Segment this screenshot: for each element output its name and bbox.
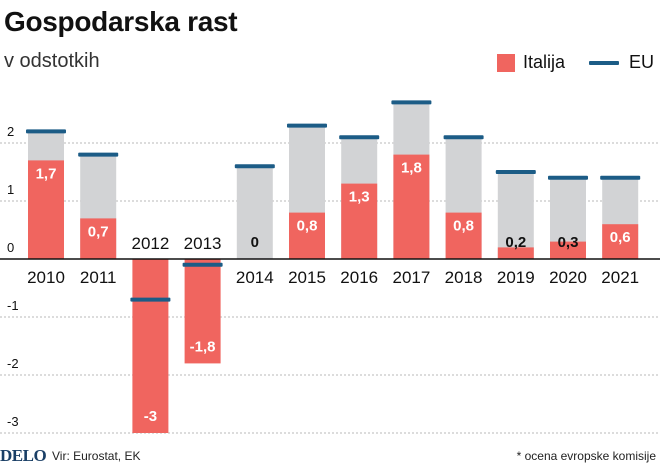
y-tick-label: 2 — [7, 124, 14, 139]
x-tick-label: 2019 — [497, 268, 535, 287]
y-tick-label: 0 — [7, 240, 14, 255]
italy-value-label: 0,6 — [610, 229, 631, 246]
x-tick-label: 2014 — [236, 268, 274, 287]
italy-bar — [184, 259, 221, 364]
eu-marker — [130, 297, 171, 302]
italy-bar — [550, 241, 586, 259]
italy-value-label: 1,8 — [401, 160, 422, 177]
italy-value-label: -1,8 — [190, 338, 216, 355]
y-tick-label: -2 — [7, 356, 19, 371]
x-tick-label: 2021 — [601, 268, 639, 287]
x-tick-label: 2015 — [288, 268, 326, 287]
italy-bar — [393, 154, 430, 259]
eu-bar — [236, 166, 273, 259]
x-tick-label: 2016 — [340, 268, 378, 287]
source-note: Vir: Eurostat, EK — [52, 449, 141, 463]
x-tick-label: 2010 — [27, 268, 65, 287]
legend-eu-label: EU — [628, 52, 654, 72]
italy-value-label: 1,7 — [36, 165, 57, 182]
y-tick-label: 1 — [7, 182, 14, 197]
italy-bar — [80, 218, 117, 259]
x-tick-label: 2012 — [131, 234, 169, 253]
italy-value-label: 0,7 — [88, 223, 109, 240]
legend-italy-label: Italija — [522, 52, 565, 72]
x-tick-label: 2011 — [80, 268, 117, 287]
delo-logo: DELO — [0, 446, 47, 465]
eu-marker — [443, 135, 484, 140]
eu-marker — [78, 152, 119, 157]
italy-bar — [289, 212, 325, 259]
x-tick-label: 2017 — [392, 268, 430, 287]
eu-marker — [339, 135, 380, 140]
eu-marker — [548, 175, 588, 180]
legend: Italija EU — [496, 52, 654, 73]
x-tick-label: 2018 — [445, 268, 483, 287]
x-tick-label: 2020 — [549, 268, 587, 287]
legend-eu-swatch — [588, 60, 619, 65]
estimate-note: * ocena evropske komisije — [516, 449, 656, 463]
italy-value-label: -3 — [144, 408, 157, 425]
chart-title: Gospodarska rast — [4, 6, 238, 37]
italy-bar — [497, 247, 534, 259]
eu-marker — [234, 164, 275, 169]
eu-marker — [26, 129, 66, 134]
chart-subtitle: v odstotkih — [4, 50, 100, 72]
italy-value-label: 0 — [251, 234, 259, 251]
y-tick-label: -1 — [7, 298, 19, 313]
eu-bar — [497, 172, 534, 259]
legend-italy-swatch — [496, 53, 515, 72]
footer: DELO Vir: Eurostat, EK * ocena evropske … — [0, 444, 660, 473]
italy-bar — [341, 183, 378, 259]
eu-marker — [287, 123, 327, 128]
eu-marker — [182, 262, 223, 267]
eu-marker — [495, 170, 536, 174]
italy-bar — [602, 224, 639, 259]
italy-bar — [28, 160, 64, 259]
italy-value-label: 0,3 — [558, 234, 579, 251]
eu-marker — [600, 175, 641, 180]
italy-value-label: 0,2 — [505, 234, 526, 251]
italy-value-label: 0,8 — [453, 218, 474, 235]
italy-value-label: 1,3 — [349, 189, 370, 206]
x-tick-label: 2013 — [184, 234, 222, 253]
eu-marker — [391, 100, 432, 105]
italy-bar — [132, 259, 169, 433]
y-tick-label: -3 — [7, 414, 19, 429]
italy-value-label: 0,8 — [297, 218, 318, 235]
italy-bar — [445, 212, 482, 259]
